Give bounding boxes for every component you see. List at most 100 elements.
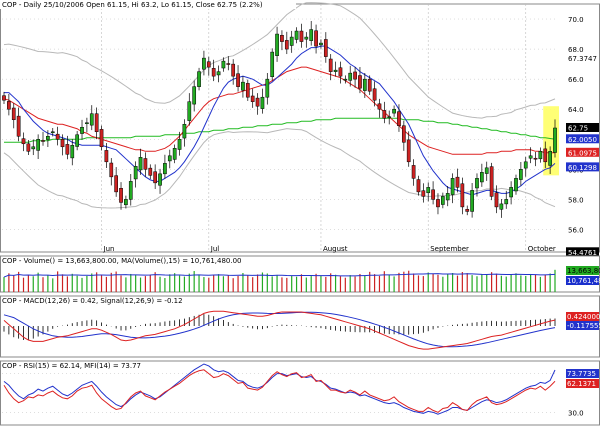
price-tick-label: 70.0 bbox=[568, 16, 584, 24]
price-tag-label: 67.3747 bbox=[568, 55, 597, 63]
candle-body bbox=[440, 196, 445, 205]
candle-body bbox=[382, 110, 387, 119]
price-tick-label: 58.0 bbox=[568, 196, 584, 204]
candle-body bbox=[172, 148, 177, 160]
candle-body bbox=[70, 145, 75, 159]
mfi-tag-box bbox=[566, 369, 599, 378]
rsi-line bbox=[3, 369, 556, 413]
candle-body bbox=[450, 178, 455, 195]
candle-body bbox=[7, 101, 11, 110]
candle-body bbox=[421, 190, 426, 197]
candle-body bbox=[445, 193, 450, 201]
candle-body bbox=[431, 189, 435, 200]
candle-body bbox=[124, 199, 128, 206]
candle-body bbox=[75, 134, 79, 147]
price-tag-label: 62.0050 bbox=[568, 136, 597, 144]
candle-body bbox=[21, 138, 26, 145]
candle-body bbox=[31, 146, 36, 150]
candle-body bbox=[504, 199, 509, 205]
candle-body bbox=[138, 157, 143, 171]
candle-body bbox=[153, 171, 158, 184]
candle-body bbox=[11, 107, 16, 120]
candle-body bbox=[387, 116, 392, 118]
chart-title: COP - Daily 25/10/2006 Open 61.15, Hi 63… bbox=[2, 1, 263, 9]
candle-body bbox=[319, 42, 323, 46]
candle-body bbox=[167, 155, 172, 162]
candle-body bbox=[16, 115, 21, 137]
candle-body bbox=[236, 73, 240, 87]
candle-body bbox=[202, 57, 206, 70]
candle-body bbox=[41, 140, 45, 142]
candle-body bbox=[484, 167, 489, 174]
candle-body bbox=[114, 175, 119, 193]
volume-ma-tag-box bbox=[566, 276, 599, 285]
candle-body bbox=[255, 97, 260, 107]
volume-tag-label: 13,663,800 bbox=[567, 267, 600, 275]
candle-body bbox=[348, 72, 353, 81]
candle-body bbox=[499, 203, 504, 210]
price-tag-box bbox=[566, 147, 599, 157]
candle-body bbox=[533, 157, 538, 160]
candle-body bbox=[226, 63, 231, 65]
candle-body bbox=[270, 51, 275, 77]
candle-body bbox=[250, 95, 255, 102]
rsi-tick-label: 30.0 bbox=[568, 409, 584, 417]
candle-body bbox=[99, 129, 104, 148]
candle-body bbox=[426, 187, 431, 194]
month-label: September bbox=[430, 245, 469, 253]
candle-body bbox=[406, 139, 411, 163]
candle-body bbox=[333, 69, 338, 72]
candle-body bbox=[494, 192, 499, 208]
price-tick-label: 64.0 bbox=[568, 106, 584, 114]
candle-body bbox=[128, 181, 133, 200]
candle-body bbox=[480, 172, 484, 183]
price-tag-label: 54.4761 bbox=[568, 249, 597, 257]
candle-body bbox=[221, 60, 226, 69]
price-frame bbox=[0, 3, 600, 253]
candle-body bbox=[489, 166, 494, 197]
candle-body bbox=[338, 67, 343, 77]
title-bg bbox=[0, 0, 296, 9]
candle-body bbox=[143, 158, 148, 170]
candle-body bbox=[314, 30, 318, 47]
candle-body bbox=[80, 126, 84, 134]
price-tag-box bbox=[566, 123, 599, 132]
price-tag-box bbox=[566, 134, 599, 144]
candle-body bbox=[50, 131, 55, 134]
price-tick-label: 56.0 bbox=[568, 226, 584, 234]
candle-body bbox=[309, 29, 314, 41]
candle-body bbox=[475, 178, 479, 189]
ma-mid-line bbox=[3, 66, 555, 155]
macd-panel: COP - MACD(12,26) = 0.42, Signal(12,26,9… bbox=[0, 295, 600, 358]
price-tag-label: 61.0975 bbox=[568, 149, 597, 157]
candle-body bbox=[85, 122, 89, 124]
candle-body bbox=[265, 78, 270, 98]
macd-tag-label: 0.424000 bbox=[567, 313, 600, 321]
candle-body bbox=[299, 30, 304, 42]
price-tag-label: 62.75 bbox=[568, 125, 588, 133]
rsi-tag-box bbox=[566, 379, 599, 388]
candle-body bbox=[553, 127, 557, 153]
candle-body bbox=[543, 148, 548, 163]
candle-body bbox=[401, 125, 406, 143]
candle-body bbox=[509, 187, 513, 198]
candle-body bbox=[367, 78, 372, 92]
candle-body bbox=[392, 108, 396, 114]
candle-body bbox=[158, 173, 162, 186]
candle-body bbox=[289, 36, 294, 46]
candle-body bbox=[163, 163, 167, 175]
macd-frame bbox=[0, 295, 600, 358]
signal-tag-label: -0.117555 bbox=[567, 322, 600, 330]
candle-body bbox=[60, 139, 65, 148]
macd-title: COP - MACD(12,26) = 0.42, Signal(12,26,9… bbox=[2, 297, 183, 305]
candle-body bbox=[416, 179, 421, 193]
candle-body bbox=[206, 61, 211, 68]
candle-body bbox=[304, 36, 309, 40]
candle-body bbox=[514, 178, 518, 192]
volume-panel: COP - Volume() = 13,663,800.00, MA(Volum… bbox=[0, 255, 600, 293]
price-tick-label: 66.0 bbox=[568, 76, 584, 84]
candle-body bbox=[538, 151, 543, 160]
volume-ma-tag-label: 10,761,480 bbox=[567, 277, 600, 285]
